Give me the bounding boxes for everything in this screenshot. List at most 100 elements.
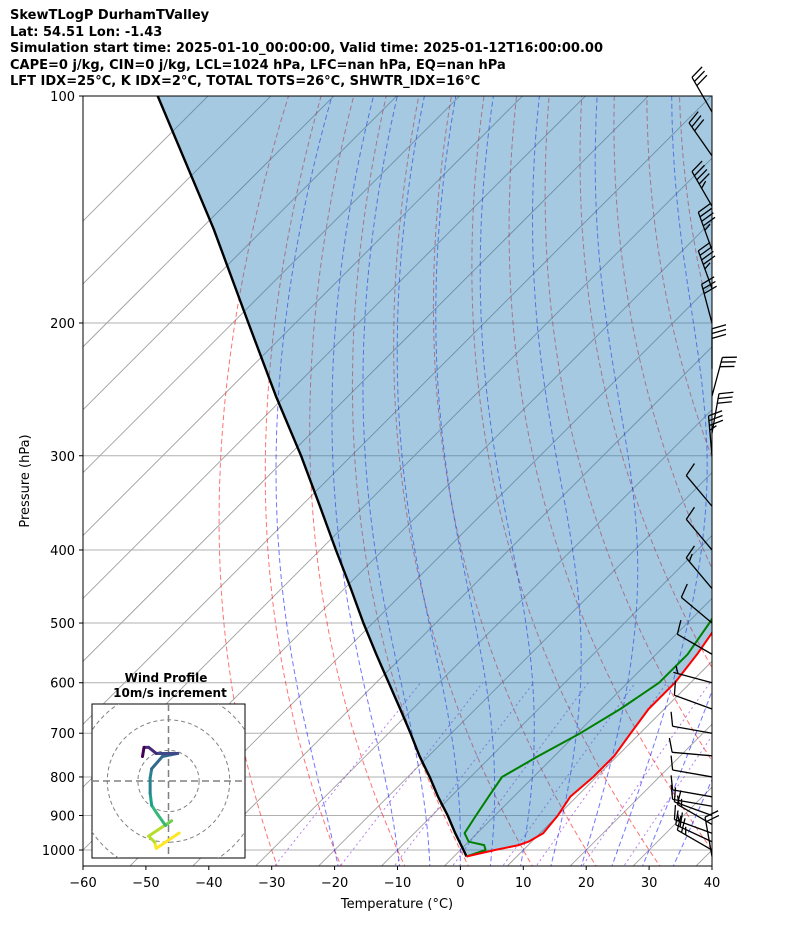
moist-adiabat-line: [611, 96, 708, 866]
x-tick-label: −30: [258, 876, 285, 891]
wind-barb: [670, 755, 713, 778]
wind-barb-feather: [698, 173, 710, 185]
mixing-ratio-line: [273, 682, 421, 866]
wind-barb-feather: [711, 333, 727, 339]
time-line: Simulation start time: 2025-01-10_00:00:…: [10, 41, 603, 56]
mixing-ratio-line: [393, 682, 535, 866]
wind-barb: [711, 391, 734, 434]
wind-barb: [701, 276, 717, 324]
wind-barb-feather: [670, 755, 674, 771]
wind-barb-feather: [676, 813, 680, 822]
x-tick-label: −60: [69, 876, 96, 891]
x-tick-label: 0: [456, 876, 464, 891]
wind-barb-feather: [718, 391, 734, 395]
wind-barb: [685, 463, 713, 507]
moist-adiabat-line: [531, 96, 582, 866]
dry-adiabat-line: [471, 96, 661, 866]
wind-barb-feather: [676, 619, 682, 635]
isotherm-line: [380, 534, 712, 866]
moist-adiabat-line: [275, 96, 339, 866]
y-tick-label: 800: [50, 771, 75, 786]
wind-barb: [670, 711, 713, 734]
wind-barb-feather: [691, 66, 703, 78]
wind-barb-feather: [701, 212, 714, 222]
y-tick-label: 900: [50, 810, 75, 825]
wind-barb: [680, 583, 713, 624]
wind-barb-feather: [685, 506, 695, 520]
wind-barb-shaft: [677, 803, 713, 826]
isotherm-line: [83, 96, 272, 285]
y-tick-label: 1000: [42, 844, 75, 859]
wind-barb-feather: [696, 168, 708, 181]
isotherm-line: [192, 346, 712, 866]
y-tick-label: 500: [50, 617, 75, 632]
wind-barb-feather: [673, 804, 677, 820]
dry-adiabat-line: [579, 96, 712, 669]
isotherm-line: [83, 96, 587, 600]
y-tick-label: 400: [50, 544, 75, 559]
wind-barb-feather: [693, 164, 705, 177]
x-tick-label: −10: [384, 876, 411, 891]
wind-barb-shaft: [701, 284, 713, 324]
wind-barb-shaft: [685, 475, 713, 507]
mixing-ratio-line: [339, 682, 484, 866]
wind-barb: [673, 665, 713, 684]
temperature-profile-line: [466, 631, 712, 858]
wind-barb-shaft: [672, 798, 713, 807]
wind-barb-shaft: [674, 818, 713, 834]
wind-barb-shaft: [677, 633, 713, 655]
wind-barb-feather: [675, 665, 679, 674]
moist-adiabat-line: [580, 96, 639, 866]
wind-barb-feather: [711, 328, 727, 335]
wind-barb-feather: [694, 119, 705, 132]
wind-barb: [673, 680, 713, 710]
isotherm-line: [83, 96, 649, 662]
wind-barb: [668, 737, 713, 757]
wind-barb: [670, 784, 713, 807]
wind-barb-feather: [702, 280, 716, 290]
isotherm-line: [569, 723, 712, 866]
hodograph-subtitle: 10m/s increment: [113, 686, 227, 700]
wind-barb-feather: [702, 255, 716, 265]
dry-adiabat-line: [218, 96, 290, 866]
isotherm-line: [83, 96, 335, 348]
wind-barb-feather: [699, 207, 713, 218]
wind-barb-feather: [696, 74, 708, 87]
moist-adiabat-line: [642, 689, 712, 866]
wind-barb-shaft: [685, 518, 713, 551]
isotherm-line: [255, 409, 712, 866]
moist-adiabat-line: [396, 96, 461, 866]
y-tick-label: 200: [50, 317, 75, 332]
wind-barb-feather: [676, 815, 682, 831]
y-axis-label: Pressure (hPa): [18, 434, 33, 527]
wind-barb: [673, 804, 713, 834]
wind-barb-shaft: [707, 415, 713, 456]
x-tick-label: −40: [195, 876, 222, 891]
hodograph-plot: [92, 704, 245, 858]
location-line: Lat: 54.51 Lon: -1.43: [10, 24, 163, 40]
wind-barb-feather: [675, 810, 679, 825]
wind-barb-shaft: [688, 122, 713, 157]
wind-barb-feather: [693, 70, 705, 82]
hodograph-segment: [148, 767, 154, 780]
wind-barb-shaft: [673, 671, 713, 684]
wind-barb-feather: [670, 784, 674, 800]
parcel-profile-line: [156, 96, 468, 858]
chart-title: SkewTLogP DurhamTValley: [10, 8, 210, 23]
dry-adiabat-line: [775, 79, 794, 869]
wind-barb-feather: [697, 241, 711, 252]
wind-barb: [685, 545, 713, 589]
wind-barb: [707, 410, 724, 456]
wind-barb-shaft: [677, 829, 713, 851]
wind-barb-feather: [704, 262, 711, 270]
wind-barb-feather: [704, 810, 719, 818]
wind-barb: [675, 810, 713, 843]
wind-barb-feather: [711, 324, 727, 330]
dry-adiabat-line: [264, 96, 342, 866]
indices-line: LFT IDX=25°C, K IDX=2°C, TOTAL TOTS=26°C…: [10, 74, 481, 89]
hodograph-segment: [154, 831, 181, 850]
dry-adiabat-line: [393, 96, 533, 866]
wind-barb-shaft: [680, 596, 713, 624]
wind-barb-feather: [708, 414, 723, 422]
